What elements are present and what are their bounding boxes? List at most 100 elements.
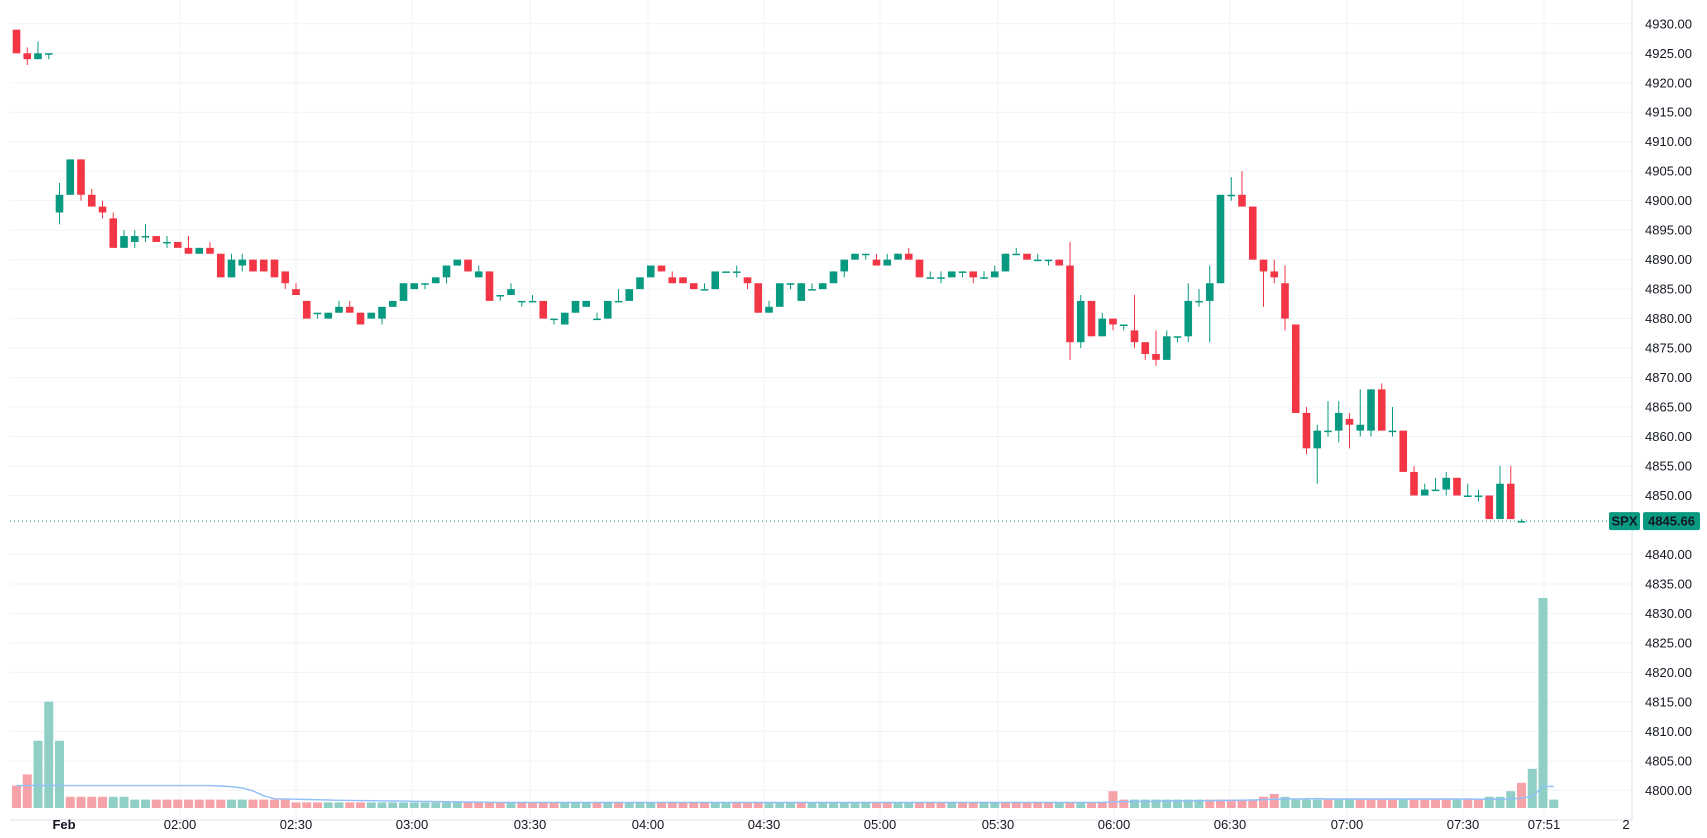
price-tick-label: 4835.00 [1645,576,1692,591]
time-tick-label: 07:30 [1447,817,1480,832]
candle-body [1442,477,1451,490]
price-tick-label: 4885.00 [1645,282,1692,297]
candle-body [44,53,53,55]
volume-bar [850,802,860,808]
volume-bar [1302,799,1311,808]
candle-body [894,253,902,260]
time-tick-label: 02:30 [280,817,313,832]
volume-bar [753,802,763,808]
candle-body [453,259,462,266]
volume-bar [495,802,505,808]
volume-bar [657,802,666,808]
time-axis[interactable]: Feb 02:00 02:30 03:00 03:30 04:00 04:30 05:00 05… [52,817,1629,832]
candle-body [1001,253,1010,272]
volume-bar [108,796,118,808]
candle-body [1334,412,1343,431]
candle-body [947,271,956,278]
volume-bar [1495,796,1505,808]
volume-bar [1216,799,1225,808]
candle-body [1302,412,1311,449]
time-tick-label: 03:00 [396,817,429,832]
candle-body [356,312,365,325]
candle-body [711,271,720,290]
volume-bar [227,799,236,808]
price-tick-label: 4895.00 [1645,223,1692,238]
volume-bar [786,802,795,808]
volume-bar [635,802,645,808]
candle-body [141,236,150,238]
volume-bar [98,796,107,808]
candle-body [474,271,483,278]
volume-bar [581,802,591,808]
volume-bar [1248,799,1258,808]
volume-bar [22,774,32,808]
candle-body [163,241,171,244]
volume-bar [764,802,774,808]
candle-body [689,283,698,290]
candle-body [1109,318,1117,325]
price-axis[interactable]: 4930.00 4925.00 4920.00 4915.00 4910.00 4905.… [1645,16,1692,798]
candle-body [173,241,182,248]
volume-bar [1087,802,1096,808]
volume-bar [55,740,64,808]
time-tick-label: 03:30 [514,817,547,832]
price-tick-label: 4830.00 [1645,606,1692,621]
candle-body [571,300,580,313]
price-tick-label: 4920.00 [1645,75,1692,90]
candle-body [1485,495,1494,520]
volume-bar [861,802,871,808]
volume-bar [1259,796,1268,808]
volume-bar [184,799,193,808]
volume-bar [356,802,365,808]
candle-body [1367,389,1375,431]
volume-bar [807,802,817,808]
last-price-badge-value: 4845.66 [1648,514,1695,529]
volume-bar [1398,799,1408,808]
candle-body [872,259,881,266]
candle-body [378,306,386,319]
price-tick-label: 4925.00 [1645,46,1692,61]
volume-bar [646,802,656,808]
volume-bar [1409,799,1419,808]
candle-body [937,277,945,279]
candle-body [603,300,612,319]
grid-lines [10,0,1632,820]
candle-body [1238,194,1246,207]
candle-body [1281,283,1289,319]
candle-body [292,289,300,296]
candle-body [614,300,623,303]
price-tick-label: 4815.00 [1645,694,1692,709]
volume-bar [1108,791,1118,808]
volume-bar [130,799,140,808]
volume-bar [323,802,333,808]
candle-body [120,236,128,248]
volume-bar [936,802,946,808]
symbol-badge-label: SPX [1611,514,1637,529]
candle-body [722,271,730,273]
candle-body [87,194,96,207]
volume-bar [1452,799,1462,808]
volume-bar [1097,802,1107,808]
candle-body [66,159,75,195]
volume-bar [549,802,559,808]
candle-body [1496,483,1504,520]
volume-bar [796,802,806,808]
candle-body [528,300,537,303]
candle-body [743,277,752,284]
candle-body [431,277,440,284]
candle-body [55,194,64,213]
volume-bar [194,799,204,808]
candle-body [679,277,687,284]
price-tick-label: 4810.00 [1645,724,1692,739]
candle-body [238,259,247,266]
candle-body [1141,342,1150,354]
price-tick-label: 4860.00 [1645,429,1692,444]
volume-bar [44,701,54,808]
volume-bar [345,802,355,808]
volume-bar [517,802,527,808]
candle-body [582,300,591,307]
volume-bar [1173,799,1182,808]
candle-body [969,271,978,278]
volume-bar [162,799,172,808]
